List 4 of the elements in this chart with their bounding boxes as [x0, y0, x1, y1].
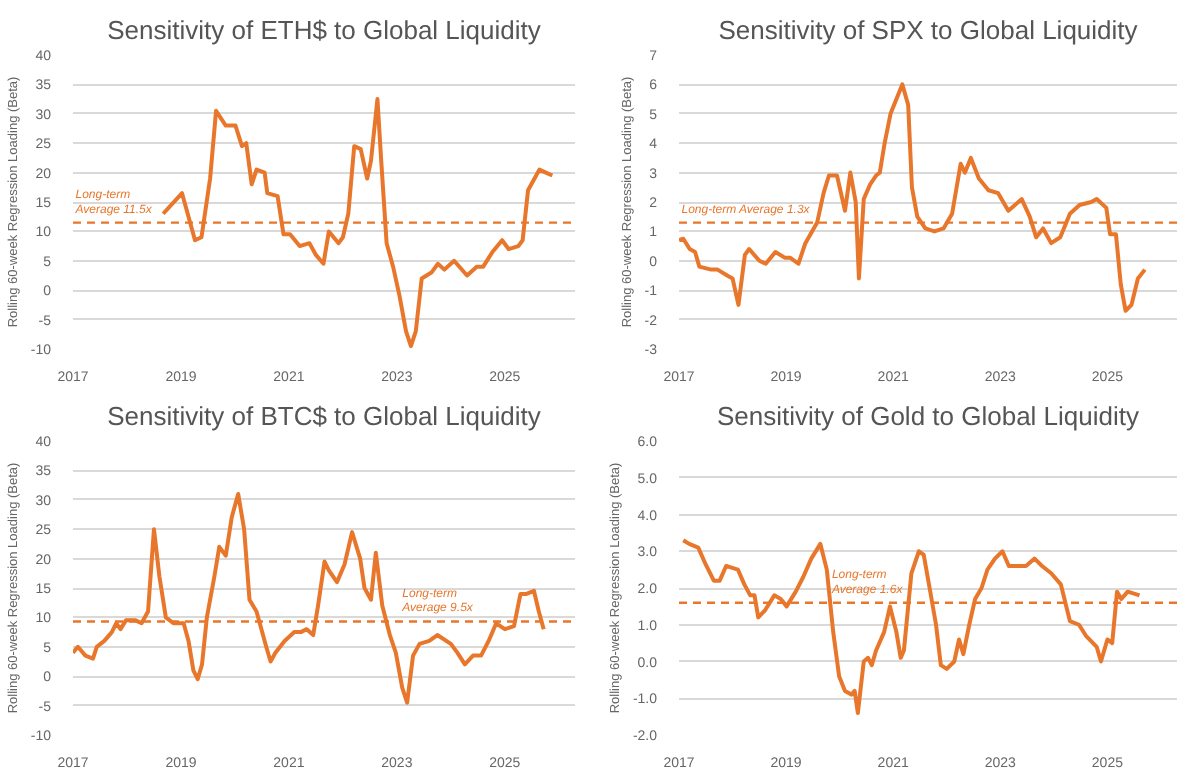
chart-title: Sensitivity of ETH$ to Global Liquidity	[107, 15, 542, 45]
chart-title: Sensitivity of Gold to Global Liquidity	[717, 401, 1140, 431]
chart-title: Sensitivity of BTC$ to Global Liquidity	[107, 401, 542, 431]
chart-title: Sensitivity of SPX to Global Liquidity	[718, 15, 1139, 45]
